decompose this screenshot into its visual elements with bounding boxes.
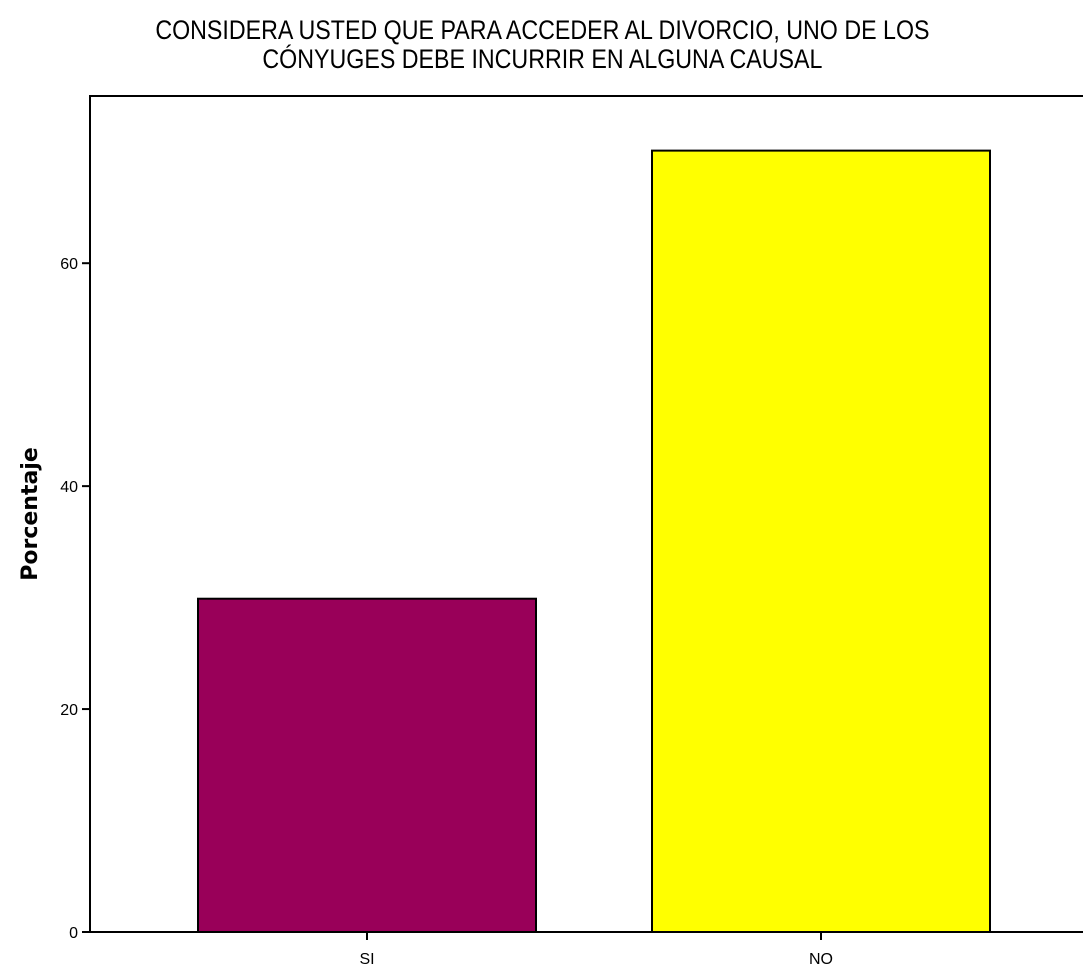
x-tick-label-no: NO [809,951,833,968]
x-tick-label-si: SI [359,951,374,968]
bar-si [197,597,537,933]
y-tick-label: 0 [69,925,78,942]
bars [197,149,991,934]
y-tick-label: 40 [60,479,78,496]
chart-title-line-2: CÓNYUGES DEBE INCURRIR EN ALGUNA CAUSAL [262,44,823,74]
y-axis-label: Porcentaje [18,447,43,581]
bar-no [651,149,991,934]
y-axis-ticks: 0 20 40 60 [60,256,90,942]
y-tick-label: 60 [60,256,78,273]
chart-title: CONSIDERA USTED QUE PARA ACCEDER AL DIVO… [77,16,1008,74]
y-tick-label: 20 [60,702,78,719]
chart-title-line-1: CONSIDERA USTED QUE PARA ACCEDER AL DIVO… [155,15,930,45]
plot-frame [89,95,1083,933]
x-axis-ticks: SI NO [359,932,833,968]
